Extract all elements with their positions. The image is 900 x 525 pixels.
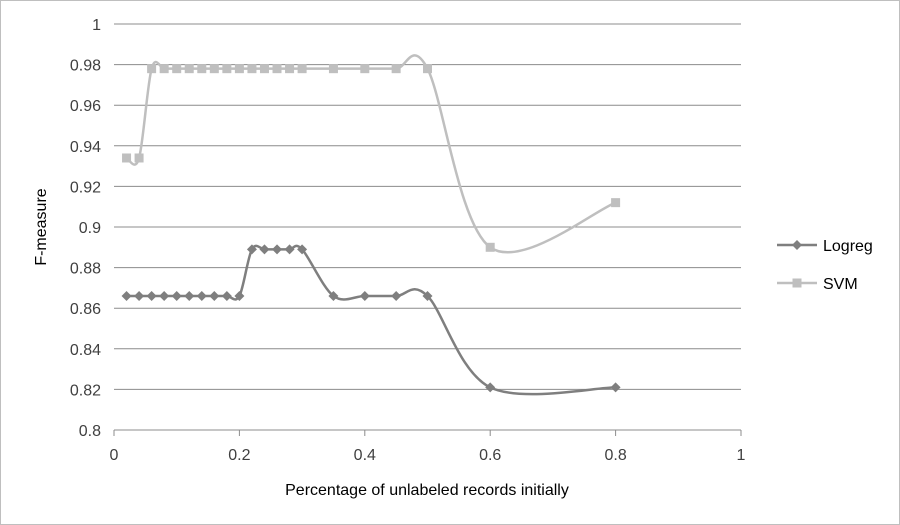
data-point-svm [234, 64, 244, 74]
data-point-svm [159, 64, 169, 74]
data-point-logreg [121, 291, 132, 302]
data-point-logreg [221, 291, 232, 302]
data-point-svm [184, 64, 194, 74]
y-tick-label: 0.9 [79, 220, 101, 237]
data-point-logreg [422, 291, 433, 302]
data-point-svm [197, 64, 207, 74]
legend-label-logreg: Logreg [823, 238, 873, 255]
legend-item-svm: SVM [777, 276, 858, 293]
x-tick-label: 0.6 [479, 447, 501, 464]
data-point-svm [328, 64, 338, 74]
y-tick-label: 0.88 [70, 261, 101, 278]
legend-marker-svm [792, 278, 802, 288]
data-point-svm [259, 64, 269, 74]
data-point-logreg [259, 244, 270, 255]
data-point-svm [285, 64, 295, 74]
data-point-logreg [171, 291, 182, 302]
series-line-logreg [126, 244, 616, 396]
data-point-svm [247, 64, 257, 74]
data-point-svm [122, 153, 132, 163]
data-point-logreg [209, 291, 220, 302]
data-point-logreg [196, 291, 207, 302]
data-point-logreg [297, 244, 308, 255]
data-point-svm [391, 64, 401, 74]
data-point-logreg [234, 291, 245, 302]
data-point-logreg [146, 291, 157, 302]
data-point-svm [297, 64, 307, 74]
data-point-logreg [328, 291, 339, 302]
legend-item-logreg: Logreg [777, 238, 873, 255]
data-point-logreg [391, 291, 402, 302]
data-point-svm [360, 64, 370, 74]
data-point-svm [134, 153, 144, 163]
data-point-svm [485, 242, 495, 252]
y-tick-label: 0.84 [70, 342, 101, 359]
data-point-svm [272, 64, 282, 74]
y-tick-label: 0.98 [70, 58, 101, 75]
data-point-logreg [159, 291, 170, 302]
y-tick-label: 0.96 [70, 98, 101, 115]
gridlines [114, 23, 741, 390]
data-point-svm [172, 64, 182, 74]
y-tick-label: 0.92 [70, 179, 101, 196]
x-tick-label: 0.8 [604, 447, 626, 464]
legend-marker-logreg [792, 240, 802, 250]
series-logreg [121, 244, 621, 396]
x-tick-label: 0.4 [354, 447, 376, 464]
series-layer [121, 54, 621, 396]
data-point-logreg [184, 291, 195, 302]
legend: Logreg SVM [777, 238, 873, 293]
y-tick-label: 0.86 [70, 301, 101, 318]
y-tick-label: 0.8 [79, 423, 101, 440]
x-tick-label: 0 [110, 447, 119, 464]
data-point-logreg [246, 244, 257, 255]
data-point-logreg [134, 291, 145, 302]
y-tick-label: 0.94 [70, 139, 101, 156]
data-point-svm [209, 64, 219, 74]
data-point-logreg [284, 244, 295, 255]
x-axis-title: Percentage of unlabeled records initiall… [285, 482, 569, 499]
x-tick-label: 0.2 [228, 447, 250, 464]
data-point-logreg [272, 244, 283, 255]
y-tick-label: 1 [92, 17, 101, 34]
data-point-logreg [485, 382, 496, 393]
x-tick-label: 1 [737, 447, 746, 464]
axes: 0.8 0.82 0.84 0.86 0.88 0.9 0.92 0.94 0.96 0.98 1 0… [70, 17, 746, 464]
data-point-logreg [610, 382, 621, 393]
data-point-svm [147, 64, 157, 74]
data-point-logreg [359, 291, 370, 302]
data-point-svm [423, 64, 432, 74]
data-point-svm [611, 198, 621, 208]
y-axis-title: F-measure [33, 188, 50, 265]
legend-label-svm: SVM [823, 276, 858, 293]
series-svm [122, 54, 621, 254]
y-tick-label: 0.82 [70, 382, 101, 399]
series-line-svm [125, 54, 617, 254]
data-point-svm [222, 64, 232, 74]
